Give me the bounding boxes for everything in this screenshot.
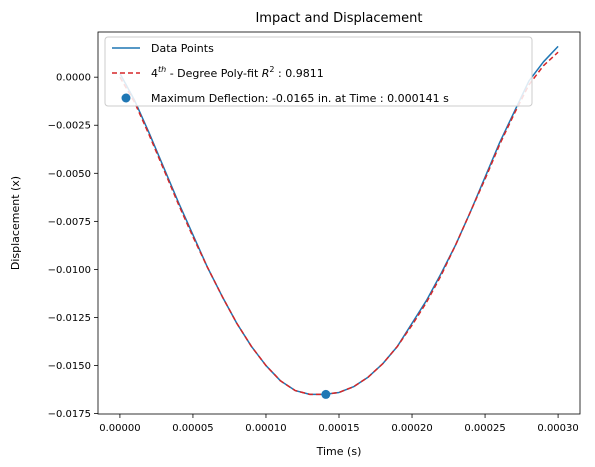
x-tick-label: 0.00030 bbox=[537, 423, 578, 434]
y-tick-label: −0.0125 bbox=[48, 313, 91, 324]
legend-entry-poly-fit: 4th - Degree Poly-fit R2 : 0.9811 bbox=[151, 65, 324, 80]
y-tick-label: −0.0100 bbox=[48, 265, 91, 276]
legend-swatch-max-deflection bbox=[121, 93, 131, 103]
y-tick-label: 0.0000 bbox=[56, 73, 91, 84]
legend: Data Points 4th - Degree Poly-fit R2 : 0… bbox=[104, 36, 533, 107]
x-tick-label: 0.00000 bbox=[99, 423, 140, 434]
x-tick-label: 0.00010 bbox=[245, 423, 286, 434]
y-axis-label: Displacement (x) bbox=[9, 176, 22, 270]
legend-entry-data-points: Data Points bbox=[151, 42, 214, 55]
plot-area bbox=[119, 45, 559, 399]
max-deflection-point bbox=[321, 389, 331, 399]
x-tick-label: 0.00005 bbox=[172, 423, 213, 434]
x-axis: 0.00000 0.00005 0.00010 0.00015 0.00020 0.000… bbox=[99, 414, 579, 434]
y-tick-label: −0.0025 bbox=[48, 121, 91, 132]
x-tick-label: 0.00020 bbox=[391, 423, 432, 434]
legend-entry-max-deflection: Maximum Deflection: -0.0165 in. at Time … bbox=[151, 92, 449, 105]
poly-fit-line bbox=[119, 51, 559, 396]
x-tick-label: 0.00025 bbox=[464, 423, 505, 434]
y-tick-label: −0.0075 bbox=[48, 217, 91, 228]
y-tick-label: −0.0150 bbox=[48, 361, 91, 372]
legend-box bbox=[104, 36, 533, 107]
x-axis-label: Time (s) bbox=[316, 445, 362, 458]
y-tick-label: −0.0175 bbox=[48, 409, 91, 420]
y-tick-label: −0.0050 bbox=[48, 169, 91, 180]
y-axis: 0.0000 −0.0025 −0.0050 −0.0075 −0.0100 −0.012… bbox=[48, 73, 98, 420]
chart-title: Impact and Displacement bbox=[255, 11, 422, 26]
x-tick-label: 0.00015 bbox=[318, 423, 359, 434]
